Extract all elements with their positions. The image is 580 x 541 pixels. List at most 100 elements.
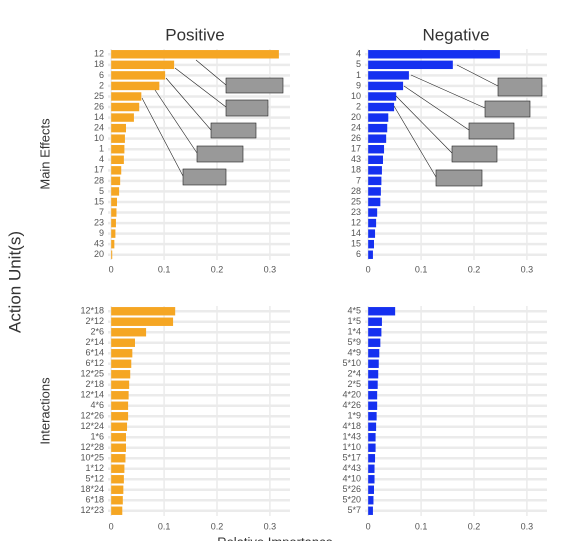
y-tick-label: 12*18 bbox=[80, 306, 104, 316]
x-tick-label: 0.2 bbox=[468, 521, 481, 531]
bar bbox=[368, 123, 388, 133]
y-tick-label: 5*20 bbox=[342, 495, 361, 505]
bar bbox=[368, 145, 385, 154]
bar bbox=[368, 218, 377, 228]
y-tick-label: 23 bbox=[351, 207, 361, 217]
column-title: Negative bbox=[422, 25, 489, 44]
y-tick-label: 17 bbox=[351, 144, 361, 154]
x-tick-label: 0 bbox=[366, 521, 371, 531]
bar bbox=[368, 328, 382, 337]
arrow bbox=[165, 77, 212, 131]
y-tick-label: 1*10 bbox=[342, 442, 361, 452]
bar bbox=[111, 380, 130, 389]
y-tick-label: 14 bbox=[94, 112, 104, 122]
face-image bbox=[497, 77, 543, 97]
bar bbox=[111, 422, 128, 431]
y-tick-label: 5*26 bbox=[342, 484, 361, 494]
y-tick-label: 12*14 bbox=[80, 390, 104, 400]
x-tick-label: 0.3 bbox=[521, 264, 534, 274]
y-tick-label: 10 bbox=[351, 91, 361, 101]
y-tick-label: 2*18 bbox=[85, 379, 104, 389]
y-tick-label: 24 bbox=[351, 123, 361, 133]
bar bbox=[368, 317, 382, 326]
y-tick-label: 4*10 bbox=[342, 474, 361, 484]
face-image bbox=[210, 122, 257, 139]
bar bbox=[368, 338, 381, 347]
arrow bbox=[393, 105, 437, 178]
bar bbox=[111, 370, 131, 379]
y-tick-label: 15 bbox=[94, 196, 104, 206]
arrow bbox=[456, 64, 499, 87]
x-tick-label: 0.1 bbox=[415, 521, 428, 531]
bar bbox=[368, 496, 374, 505]
y-tick-label: 4*26 bbox=[342, 400, 361, 410]
y-tick-label: 9 bbox=[356, 80, 361, 90]
bar bbox=[111, 391, 129, 400]
x-axis-label: Relative Importance bbox=[217, 534, 333, 541]
face-image bbox=[468, 122, 515, 140]
arrow bbox=[395, 95, 453, 154]
y-tick-label: 2*12 bbox=[85, 316, 104, 326]
x-tick-label: 0 bbox=[109, 264, 114, 274]
bar bbox=[111, 102, 140, 112]
y-tick-label: 6 bbox=[99, 70, 104, 80]
y-tick-label: 18 bbox=[351, 165, 361, 175]
y-axis-label: Action Unit(s) bbox=[5, 231, 24, 333]
bar bbox=[111, 145, 125, 154]
y-tick-label: 1 bbox=[99, 144, 104, 154]
y-tick-label: 6*12 bbox=[85, 358, 104, 368]
y-tick-label: 1 bbox=[356, 70, 361, 80]
bar bbox=[111, 328, 147, 337]
bar bbox=[111, 307, 176, 316]
bar bbox=[368, 155, 383, 164]
bar bbox=[111, 71, 166, 80]
y-tick-label: 12*23 bbox=[80, 505, 104, 515]
y-tick-label: 25 bbox=[351, 196, 361, 206]
bar bbox=[368, 401, 378, 410]
y-tick-label: 23 bbox=[94, 217, 104, 227]
y-tick-label: 2*6 bbox=[90, 327, 104, 337]
y-tick-label: 1*43 bbox=[342, 432, 361, 442]
bar bbox=[368, 391, 378, 400]
bar bbox=[111, 123, 126, 133]
column-title: Positive bbox=[165, 25, 225, 44]
y-tick-label: 12*26 bbox=[80, 411, 104, 421]
bar bbox=[368, 307, 396, 316]
row-title: Interactions bbox=[37, 377, 52, 445]
bar bbox=[111, 250, 113, 259]
y-tick-label: 43 bbox=[94, 239, 104, 249]
y-tick-label: 1*12 bbox=[85, 463, 104, 473]
bar bbox=[368, 229, 376, 238]
bar bbox=[368, 454, 376, 463]
y-tick-label: 4*6 bbox=[90, 400, 104, 410]
bar bbox=[368, 113, 389, 122]
bar bbox=[111, 454, 126, 463]
bar bbox=[111, 475, 124, 484]
y-tick-label: 6*14 bbox=[85, 348, 104, 358]
y-tick-label: 5 bbox=[99, 186, 104, 196]
bar bbox=[111, 433, 126, 442]
y-tick-label: 1*5 bbox=[347, 316, 361, 326]
y-tick-label: 9 bbox=[99, 228, 104, 238]
y-tick-label: 26 bbox=[351, 133, 361, 143]
bar bbox=[368, 81, 404, 91]
bar bbox=[111, 166, 122, 175]
bar bbox=[368, 380, 378, 389]
face-image bbox=[182, 168, 227, 186]
bar bbox=[111, 113, 134, 122]
bar bbox=[111, 496, 123, 505]
bar bbox=[111, 506, 123, 515]
arrow bbox=[141, 97, 184, 177]
y-tick-label: 12*25 bbox=[80, 369, 104, 379]
bar bbox=[111, 197, 117, 207]
row-title: Main Effects bbox=[37, 118, 52, 190]
y-tick-label: 1*6 bbox=[90, 432, 104, 442]
bar bbox=[368, 475, 375, 484]
bar bbox=[111, 412, 129, 421]
y-tick-label: 4 bbox=[99, 154, 104, 164]
y-tick-label: 24 bbox=[94, 123, 104, 133]
y-tick-label: 5*12 bbox=[85, 474, 104, 484]
bar bbox=[111, 317, 174, 326]
bar bbox=[368, 443, 376, 452]
bar bbox=[368, 187, 381, 196]
